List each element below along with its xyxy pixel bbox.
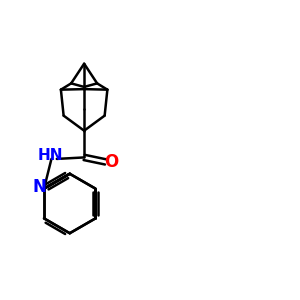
Text: N: N	[33, 178, 46, 196]
Text: O: O	[104, 153, 118, 171]
Text: HN: HN	[37, 148, 63, 163]
